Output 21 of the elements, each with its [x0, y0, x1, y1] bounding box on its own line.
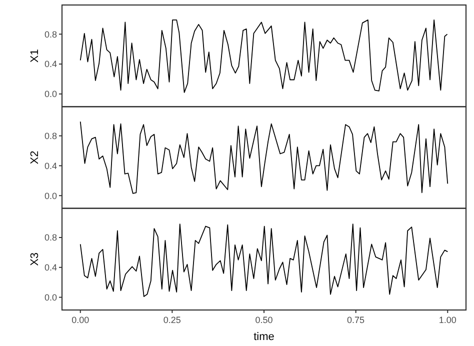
- y-axis-title: X3: [29, 252, 41, 266]
- y-tick-label: 0.4: [44, 262, 57, 273]
- line-series: [80, 121, 448, 194]
- y-tick-label: 0.4: [44, 59, 57, 70]
- y-axis-title: X2: [29, 150, 41, 164]
- line-series: [80, 20, 448, 93]
- x-tick-label: 0.00: [72, 315, 90, 325]
- x-tick-label: 0.75: [347, 315, 365, 325]
- y-tick-label: 0.4: [44, 160, 57, 171]
- y-tick-label: 0.8: [44, 232, 57, 243]
- y-tick-label: 0.0: [44, 89, 57, 100]
- x-axis-title: time: [254, 331, 274, 343]
- y-tick-label: 0.8: [44, 29, 57, 40]
- x-tick-label: 0.50: [255, 315, 273, 325]
- y-tick-label: 0.8: [44, 130, 57, 141]
- y-axis-title: X1: [29, 49, 41, 63]
- line-series: [80, 224, 448, 297]
- x-tick-label: 0.25: [163, 315, 181, 325]
- x-tick-label: 1.00: [438, 315, 456, 325]
- y-tick-label: 0.0: [44, 190, 57, 201]
- y-tick-label: 0.0: [44, 292, 57, 302]
